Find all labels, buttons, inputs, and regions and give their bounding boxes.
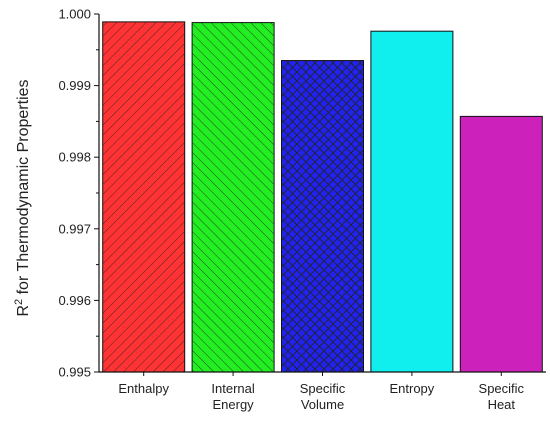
bar-4	[370, 30, 454, 373]
axes: Enthalpy Internal Energy Specific Volume Entr…	[58, 7, 546, 412]
y-tick-label: 0.995	[58, 365, 91, 380]
bar-pattern-2	[192, 22, 275, 372]
x-tick-label: Enthalpy	[118, 381, 169, 396]
x-tick-label: Specific Heat	[479, 381, 525, 412]
y-tick-label: 1.000	[58, 7, 91, 22]
x-tick-label: Internal Energy	[211, 381, 254, 412]
y-tick-label: 0.997	[58, 221, 91, 236]
y-axis-title: R2 for Thermodynamic Properties	[13, 79, 32, 316]
x-tick-label: Specific Volume	[300, 381, 346, 412]
y-tick-label: 0.996	[58, 293, 91, 308]
x-tick-label: Entropy	[389, 381, 434, 396]
y-tick-label: 0.999	[58, 78, 91, 93]
y-tick-label: 0.998	[58, 150, 91, 165]
bar-5	[459, 115, 543, 373]
bars	[102, 21, 543, 373]
bar-pattern-3	[281, 60, 364, 372]
bar-pattern-1	[102, 21, 185, 372]
